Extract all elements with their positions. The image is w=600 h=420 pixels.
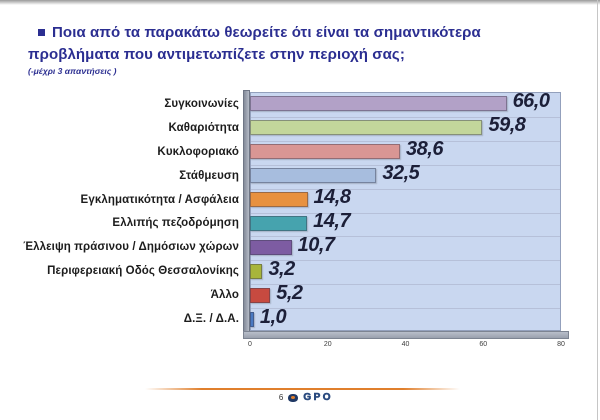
gpo-logo-icon: [288, 393, 299, 402]
row-gridline: [251, 260, 560, 262]
x-tick-label: 80: [557, 341, 565, 348]
row-gridline: [251, 164, 560, 166]
row-gridline: [251, 140, 560, 142]
bar-value-label: 1,0: [259, 305, 287, 328]
subtitle-note: (-μέχρι 3 απαντήσεις ): [28, 66, 117, 76]
row-gridline: [251, 308, 560, 310]
x-axis-ticks: 0 20 40 60 80: [248, 341, 565, 351]
bar: [250, 239, 292, 255]
category-label: Περιφερειακή Οδός Θεσσαλονίκης: [47, 265, 239, 278]
row-gridline: [251, 212, 560, 214]
bar: [250, 144, 401, 160]
bars-layer: 66,0 59,8 38,6 32,5 14,8 14,7 10,7 3,2 5,2 1,0: [250, 90, 561, 331]
category-label: Δ.Ξ. / Δ.Α.: [183, 313, 239, 326]
page-title: Ποια από τα παρακάτω θεωρείτε ότι είναι …: [28, 24, 481, 63]
title-bullet-icon: [38, 29, 45, 36]
category-label: Καθαριότητα: [168, 121, 239, 134]
x-tick-label: 0: [248, 341, 252, 348]
bar-value-label: 14,7: [313, 209, 351, 232]
x-tick-label: 20: [323, 341, 332, 348]
bar: [250, 263, 263, 279]
category-label: Εγκληματικότητα / Ασφάλεια: [80, 193, 239, 206]
row-gridline: [251, 236, 560, 238]
bar-value-label: 14,8: [313, 186, 351, 209]
footer: 6 GPO: [0, 392, 600, 404]
page-right-border: [597, 0, 598, 420]
row-gridline: [251, 116, 560, 118]
gpo-logo-text: GPO: [303, 392, 334, 404]
bar-value-label: 66,0: [512, 90, 550, 113]
bar-value-label: 38,6: [406, 138, 443, 161]
x-tick-label: 60: [479, 341, 488, 348]
x-tick-label: 40: [401, 341, 410, 348]
page-number: 6: [278, 393, 284, 402]
category-label: Ελλιπής πεζοδρόμηση: [112, 217, 239, 230]
bar: [250, 168, 377, 184]
bar-value-label: 59,8: [488, 114, 526, 137]
category-label: Κυκλοφοριακό: [157, 145, 239, 158]
footer-accent-line: [145, 388, 460, 390]
page-top-shadow: [0, 0, 600, 5]
category-label: Στάθμευση: [179, 169, 239, 182]
bar: [250, 192, 308, 208]
bar: [250, 311, 254, 327]
bar: [250, 215, 308, 231]
row-gridline: [251, 284, 560, 286]
bar: [250, 120, 483, 136]
bar: [250, 287, 271, 303]
row-gridline: [251, 188, 560, 190]
axis-floor: [243, 331, 569, 339]
bar-value-label: 10,7: [297, 233, 335, 256]
bar-value-label: 5,2: [276, 281, 303, 304]
axis-wall: [243, 90, 250, 333]
category-label: Άλλο: [210, 289, 239, 302]
bar-value-label: 3,2: [268, 257, 295, 280]
category-label: Έλλειψη πράσινου / Δημόσιων χώρων: [23, 241, 239, 254]
bar: [250, 96, 507, 112]
category-label: Συγκοινωνίες: [164, 97, 239, 110]
bar-value-label: 32,5: [382, 162, 420, 185]
category-labels-column: Συγκοινωνίες Καθαριότητα Κυκλοφοριακό Στάθμ…: [0, 92, 241, 331]
